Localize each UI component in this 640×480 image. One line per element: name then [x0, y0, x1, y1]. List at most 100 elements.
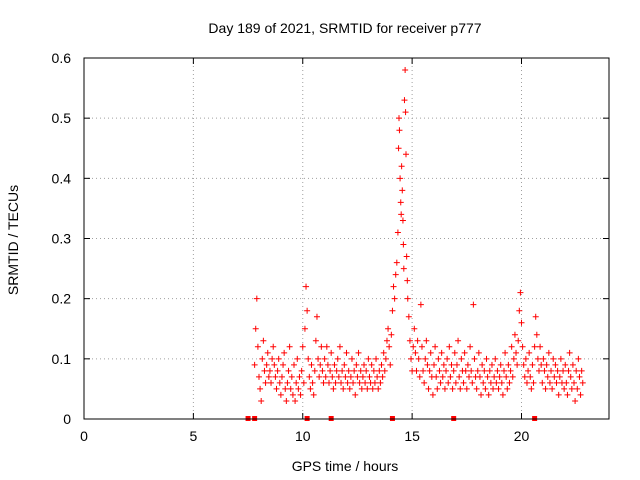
data-point	[386, 343, 393, 350]
data-point	[289, 391, 296, 398]
data-point	[455, 337, 462, 344]
data-point	[523, 379, 530, 386]
data-point	[295, 385, 302, 392]
data-point	[422, 355, 429, 362]
data-point	[316, 373, 323, 380]
data-point	[525, 367, 532, 374]
data-point	[340, 385, 347, 392]
data-point	[518, 319, 525, 326]
data-point	[403, 253, 410, 260]
data-point	[259, 355, 266, 362]
data-point	[351, 367, 358, 374]
chart-title: Day 189 of 2021, SRMTID for receiver p77…	[208, 20, 481, 36]
data-point	[448, 361, 455, 368]
data-point	[553, 379, 560, 386]
data-point	[513, 349, 520, 356]
data-point	[303, 283, 310, 290]
y-tick-label: 0.2	[52, 291, 72, 307]
data-point	[516, 307, 523, 314]
data-point	[369, 385, 376, 392]
data-point	[566, 349, 573, 356]
data-point	[557, 355, 564, 362]
data-point	[401, 97, 408, 104]
data-point	[382, 355, 389, 362]
data-point	[544, 373, 551, 380]
data-point	[510, 355, 517, 362]
data-point	[501, 367, 507, 374]
data-point	[437, 379, 444, 386]
data-point	[479, 361, 486, 368]
y-tick-label: 0.1	[52, 351, 72, 367]
data-point	[531, 343, 538, 350]
data-point	[285, 367, 292, 374]
data-point	[390, 283, 397, 290]
data-point	[408, 355, 415, 362]
data-point	[463, 385, 470, 392]
data-point	[485, 391, 492, 398]
data-point	[405, 313, 412, 320]
data-point	[571, 379, 577, 386]
data-point	[269, 355, 276, 362]
data-point	[461, 349, 468, 356]
data-point	[350, 379, 357, 386]
data-point	[260, 337, 267, 344]
data-point	[310, 391, 317, 398]
data-point	[326, 379, 332, 386]
data-point	[475, 349, 482, 356]
data-point	[257, 385, 264, 392]
data-point	[371, 379, 378, 386]
data-point	[278, 373, 285, 380]
data-point	[522, 355, 529, 362]
data-point	[439, 373, 446, 380]
data-point	[356, 379, 363, 386]
data-point	[366, 373, 373, 380]
data-point	[399, 187, 406, 194]
data-point	[336, 343, 343, 350]
data-point	[378, 361, 385, 368]
data-point	[379, 373, 386, 380]
data-point	[355, 349, 362, 356]
data-point	[345, 367, 352, 374]
data-point	[268, 379, 275, 386]
data-point	[256, 373, 262, 380]
data-point	[552, 361, 559, 368]
data-point	[391, 295, 398, 302]
data-point	[483, 355, 490, 362]
data-point	[263, 361, 270, 368]
data-point	[277, 391, 284, 398]
data-point	[254, 343, 261, 350]
data-point	[434, 385, 441, 392]
data-point	[294, 355, 301, 362]
data-point	[413, 367, 420, 374]
data-point	[309, 379, 316, 386]
data-point	[484, 373, 491, 380]
data-point	[331, 361, 338, 368]
data-point	[507, 367, 514, 374]
data-point	[333, 367, 340, 374]
data-point	[493, 379, 500, 386]
data-point	[504, 385, 511, 392]
data-point	[498, 379, 505, 386]
data-point	[286, 343, 293, 350]
data-point	[273, 385, 280, 392]
x-tick-label: 20	[514, 428, 530, 444]
data-point	[410, 343, 417, 350]
data-point	[352, 391, 359, 398]
data-point	[330, 385, 337, 392]
data-point	[347, 373, 354, 380]
data-point	[373, 355, 380, 362]
data-point	[568, 385, 575, 392]
data-point	[306, 373, 313, 380]
data-point	[572, 397, 579, 404]
data-point	[283, 397, 290, 404]
data-point	[332, 379, 339, 386]
data-points	[251, 67, 586, 404]
data-point	[432, 343, 439, 350]
data-point	[258, 397, 265, 404]
data-point	[311, 367, 318, 374]
data-point	[304, 307, 311, 314]
data-point	[502, 349, 509, 356]
data-point	[301, 325, 308, 332]
data-point	[404, 295, 411, 302]
data-point	[298, 367, 305, 374]
